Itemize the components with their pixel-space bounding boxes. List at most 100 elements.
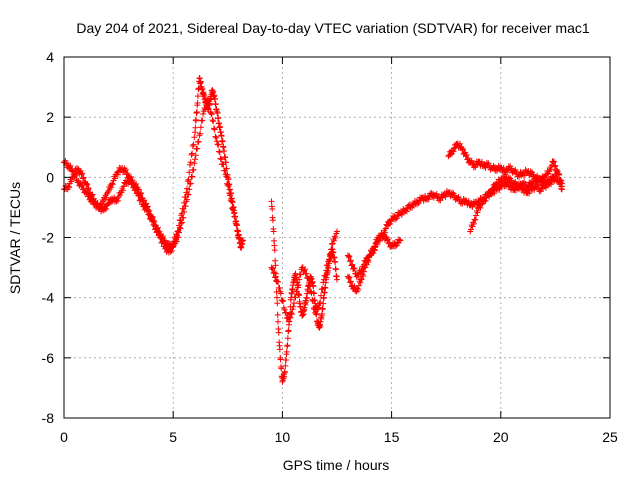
data-point — [79, 175, 86, 182]
data-point — [144, 206, 151, 213]
data-point — [78, 171, 85, 178]
data-point — [331, 237, 338, 244]
data-point — [272, 262, 279, 269]
data-point — [496, 186, 503, 193]
data-point — [93, 201, 100, 208]
data-point — [240, 237, 247, 244]
data-point — [345, 275, 352, 282]
data-point — [482, 197, 489, 204]
data-point — [355, 270, 362, 277]
data-point — [346, 253, 353, 260]
data-point — [196, 75, 203, 82]
data-point — [212, 95, 219, 102]
data-point — [387, 220, 394, 227]
data-point — [319, 306, 326, 313]
data-point — [355, 274, 362, 281]
data-point — [217, 155, 224, 162]
data-point — [190, 166, 197, 173]
data-point — [151, 221, 158, 228]
data-point — [319, 285, 326, 292]
data-point — [208, 111, 215, 118]
data-point — [181, 208, 188, 215]
data-point — [272, 274, 279, 281]
data-point — [328, 246, 335, 253]
data-point — [319, 310, 326, 317]
data-point — [108, 184, 115, 191]
data-point — [167, 248, 174, 255]
data-point — [447, 151, 454, 158]
data-point — [269, 206, 276, 213]
data-point — [185, 176, 192, 183]
data-point — [305, 282, 312, 289]
data-point — [522, 166, 529, 173]
data-point — [332, 234, 339, 241]
data-point — [526, 190, 533, 197]
data-point — [65, 183, 72, 190]
data-point — [526, 187, 533, 194]
data-point — [347, 258, 354, 265]
data-point — [94, 200, 101, 207]
data-point — [197, 78, 204, 85]
data-point — [284, 335, 291, 342]
data-point — [212, 133, 219, 140]
data-point — [462, 197, 469, 204]
data-point — [182, 203, 189, 210]
data-point — [101, 206, 108, 213]
data-point — [548, 181, 555, 188]
data-point — [385, 221, 392, 228]
data-point — [548, 178, 555, 185]
data-point — [363, 261, 370, 268]
data-point — [137, 196, 144, 203]
data-point — [320, 279, 327, 286]
data-point — [497, 164, 504, 171]
data-point — [311, 290, 318, 297]
data-point — [270, 228, 277, 235]
data-point — [296, 271, 303, 278]
data-point — [114, 171, 121, 178]
data-point — [323, 267, 330, 274]
data-point — [218, 133, 225, 140]
data-point — [219, 137, 226, 144]
data-point — [271, 269, 278, 276]
data-point — [221, 167, 228, 174]
data-point — [290, 303, 297, 310]
data-point — [288, 311, 295, 318]
data-point — [234, 228, 241, 235]
data-point — [176, 229, 183, 236]
data-point — [505, 174, 512, 181]
data-point — [186, 169, 193, 176]
data-point — [491, 190, 498, 197]
data-point — [187, 180, 194, 187]
data-point — [282, 362, 289, 369]
data-point — [275, 278, 282, 285]
data-point — [346, 274, 353, 281]
data-point — [127, 176, 134, 183]
data-point — [210, 88, 217, 95]
data-point — [449, 189, 456, 196]
data-point — [283, 348, 290, 355]
data-point — [214, 141, 221, 148]
data-point — [189, 173, 196, 180]
data-point — [200, 110, 207, 117]
data-point — [145, 211, 152, 218]
data-point — [558, 185, 565, 192]
data-point — [362, 264, 369, 271]
data-point — [349, 261, 356, 268]
data-point — [554, 168, 561, 175]
data-point — [287, 314, 294, 321]
data-point — [403, 208, 410, 215]
data-point — [371, 243, 378, 250]
data-point — [303, 270, 310, 277]
data-point — [150, 222, 157, 229]
data-point — [355, 282, 362, 289]
data-point — [194, 93, 201, 100]
data-point — [465, 155, 472, 162]
data-point — [481, 198, 488, 205]
data-point — [557, 179, 564, 186]
data-point — [210, 118, 217, 125]
data-point — [226, 192, 233, 199]
data-point — [192, 124, 199, 131]
data-point — [84, 180, 91, 187]
data-point — [306, 282, 313, 289]
data-point — [197, 130, 204, 137]
